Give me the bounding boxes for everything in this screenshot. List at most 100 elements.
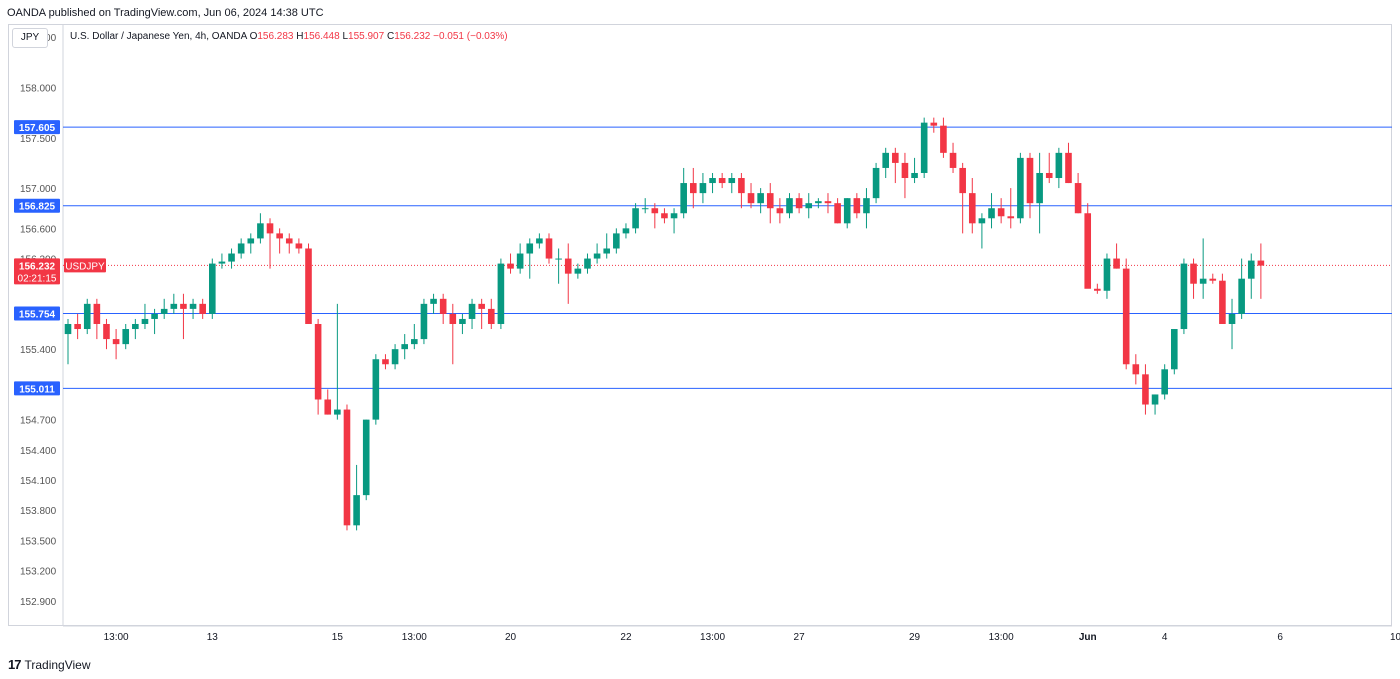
candle-body-up bbox=[334, 409, 341, 415]
legend-title: U.S. Dollar / Japanese Yen, 4h, OANDA bbox=[70, 31, 247, 42]
candle-body-up bbox=[555, 258, 562, 260]
legend-high: 156.448 bbox=[303, 31, 340, 42]
candle-body-down bbox=[651, 208, 659, 214]
tradingview-logo[interactable]: 17 TradingView bbox=[8, 657, 91, 672]
candle-body-down bbox=[853, 198, 861, 214]
candle-body-up bbox=[1238, 278, 1245, 314]
level-price-badge bbox=[14, 306, 60, 321]
candle-body-down bbox=[738, 178, 745, 194]
current-price-badge bbox=[14, 258, 60, 285]
candle-body-down bbox=[1007, 216, 1015, 219]
candle-body-up bbox=[786, 198, 793, 214]
candle-body-down bbox=[1219, 280, 1226, 324]
x-tick-label: 13:00 bbox=[700, 632, 725, 643]
candle-body-up bbox=[815, 201, 822, 204]
current-price-label: 156.232 bbox=[19, 261, 56, 272]
level-price-label: 155.754 bbox=[19, 310, 56, 321]
y-tick-label: 157.500 bbox=[20, 134, 57, 145]
candle-body-up bbox=[468, 303, 476, 319]
candle-body-up bbox=[872, 167, 880, 199]
candle-body-up bbox=[1161, 369, 1168, 395]
candle-body-up bbox=[160, 308, 168, 314]
candle-body-down bbox=[949, 152, 957, 168]
candle-body-down bbox=[1065, 152, 1072, 184]
candle-body-down bbox=[1084, 213, 1092, 289]
legend-open: 156.283 bbox=[257, 31, 294, 42]
candle-body-up bbox=[1180, 263, 1188, 330]
candle-body-down bbox=[834, 203, 841, 224]
candle-body-down bbox=[718, 178, 726, 184]
candle-body-down bbox=[1190, 263, 1197, 284]
candle-body-down bbox=[295, 243, 303, 249]
y-tick-label: 153.800 bbox=[20, 506, 57, 517]
candle-body-up bbox=[430, 298, 437, 304]
candle-body-down bbox=[1142, 374, 1149, 405]
tradingview-brand-text: TradingView bbox=[24, 657, 91, 672]
x-tick-label: 13:00 bbox=[989, 632, 1014, 643]
candle-body-down bbox=[776, 208, 784, 214]
candle-body-down bbox=[1094, 288, 1101, 291]
candle-body-down bbox=[545, 238, 553, 259]
candle-body-up bbox=[1228, 313, 1236, 324]
x-tick-label: Jun bbox=[1079, 632, 1097, 643]
candle-body-up bbox=[1103, 258, 1111, 291]
candle-body-down bbox=[824, 201, 832, 204]
legend-change: −0.051 (−0.03%) bbox=[433, 31, 508, 42]
candle-body-up bbox=[699, 183, 707, 194]
candle-body-up bbox=[237, 243, 245, 254]
candle-body-up bbox=[1199, 278, 1207, 284]
legend-close-label: C bbox=[386, 31, 395, 42]
candle-body-down bbox=[968, 193, 976, 224]
level-price-label: 157.605 bbox=[19, 123, 56, 134]
candle-body-down bbox=[747, 193, 755, 204]
candle-body-up bbox=[516, 253, 524, 269]
candle-body-up bbox=[372, 359, 380, 420]
candle-body-down bbox=[766, 193, 774, 209]
candle-body-down bbox=[314, 323, 322, 400]
candle-body-down bbox=[661, 213, 668, 219]
candle-body-down bbox=[690, 183, 697, 194]
candle-body-down bbox=[266, 223, 274, 234]
candle-body-up bbox=[1151, 394, 1159, 405]
candle-body-up bbox=[151, 313, 158, 319]
candle-body-down bbox=[449, 313, 457, 324]
candle-body-up bbox=[622, 228, 630, 234]
y-tick-label: 152.900 bbox=[20, 597, 57, 608]
y-tick-label: 153.200 bbox=[20, 567, 57, 578]
candle-body-down bbox=[112, 339, 120, 345]
candle-body-down bbox=[305, 248, 312, 324]
candle-body-up bbox=[728, 178, 736, 184]
candle-body-up bbox=[805, 203, 813, 209]
candle-body-down bbox=[930, 122, 938, 126]
candle-body-up bbox=[680, 183, 687, 214]
candle-body-up bbox=[911, 172, 918, 179]
symbol-tag bbox=[64, 258, 106, 273]
candle-body-up bbox=[536, 238, 543, 244]
tradingview-logo-icon: 17 bbox=[8, 657, 22, 672]
candle-body-up bbox=[670, 213, 678, 219]
candle-body-down bbox=[93, 303, 101, 324]
candle-body-down bbox=[324, 399, 332, 415]
candle-body-down bbox=[180, 303, 187, 309]
candle-body-down bbox=[507, 263, 514, 269]
candle-body-up bbox=[709, 178, 716, 184]
candle-body-up bbox=[459, 318, 466, 324]
y-tick-label: 154.700 bbox=[20, 416, 57, 427]
candle-body-up bbox=[978, 218, 986, 224]
symbol-currency-box[interactable]: JPY bbox=[12, 28, 48, 48]
legend-high-label: H bbox=[296, 31, 304, 42]
countdown-label: 02:21:15 bbox=[18, 273, 57, 284]
candle-body-up bbox=[141, 318, 149, 324]
y-tick-label: 153.500 bbox=[20, 536, 57, 547]
candle-body-up bbox=[122, 329, 130, 345]
candle-body-down bbox=[439, 298, 447, 314]
candle-body-down bbox=[1026, 157, 1034, 204]
y-tick-label: 158.000 bbox=[20, 83, 57, 94]
candle-body-down bbox=[343, 409, 351, 526]
candle-body-down bbox=[997, 208, 1005, 217]
y-tick-label: 154.100 bbox=[20, 476, 57, 487]
candle-body-up bbox=[1171, 329, 1178, 370]
legend-low-label: L bbox=[342, 31, 349, 42]
candle-body-down bbox=[940, 125, 947, 153]
